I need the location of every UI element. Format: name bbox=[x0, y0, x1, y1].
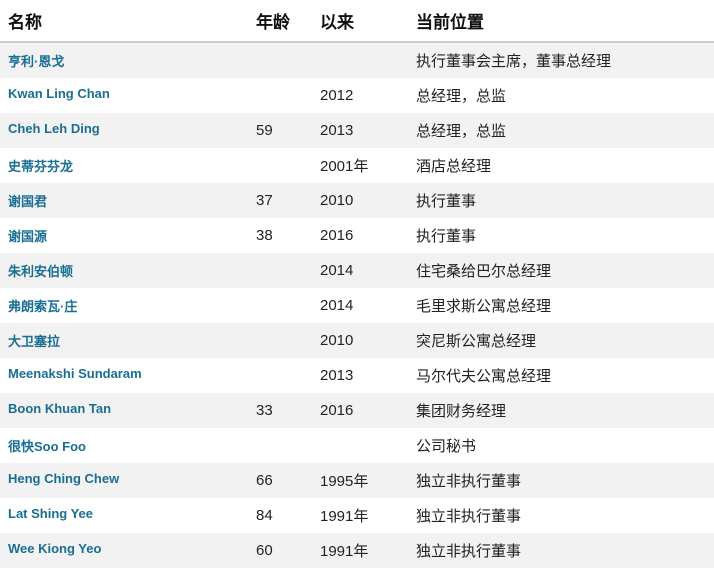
table-row: Heng Ching Chew 66 1995年 独立非执行董事 bbox=[0, 463, 714, 498]
since-cell: 2012 bbox=[320, 87, 354, 104]
age-cell: 33 bbox=[256, 402, 273, 419]
person-name-link[interactable]: 亨利·恩戈 bbox=[8, 54, 65, 69]
person-name-link[interactable]: Boon Khuan Tan bbox=[8, 401, 112, 416]
table-row: 谢国君 37 2010 执行董事 bbox=[0, 183, 714, 218]
table-row: 谢国源 38 2016 执行董事 bbox=[0, 218, 714, 253]
person-name-link[interactable]: Heng Ching Chew bbox=[8, 471, 120, 486]
table-row: 很快Soo Foo 公司秘书 bbox=[0, 428, 714, 463]
person-name-link[interactable]: 大卫塞拉 bbox=[8, 334, 61, 349]
since-cell: 2001年 bbox=[320, 158, 369, 175]
since-cell: 2013 bbox=[320, 367, 354, 384]
age-cell: 59 bbox=[256, 122, 273, 139]
position-cell: 集团财务经理 bbox=[416, 403, 507, 420]
table-row: 史蒂芬芬龙 2001年 酒店总经理 bbox=[0, 148, 714, 183]
person-name-link[interactable]: 弗朗索瓦·庄 bbox=[8, 299, 78, 314]
person-name-link[interactable]: 很快Soo Foo bbox=[8, 439, 86, 454]
person-name-link[interactable]: Meenakshi Sundaram bbox=[8, 366, 142, 381]
table-row: Cheh Leh Ding 59 2013 总经理，总监 bbox=[0, 113, 714, 148]
position-cell: 公司秘书 bbox=[416, 438, 477, 455]
position-cell: 执行董事 bbox=[416, 228, 477, 245]
age-cell: 37 bbox=[256, 192, 273, 209]
age-cell bbox=[248, 253, 312, 288]
header-since: 以来 bbox=[312, 0, 408, 43]
since-cell bbox=[312, 42, 408, 78]
table-row: 大卫塞拉 2010 突尼斯公寓总经理 bbox=[0, 323, 714, 358]
since-cell: 2014 bbox=[320, 297, 354, 314]
since-cell: 2016 bbox=[320, 227, 354, 244]
since-cell: 1991年 bbox=[320, 543, 369, 560]
position-cell: 独立非执行董事 bbox=[416, 543, 522, 560]
age-cell bbox=[248, 358, 312, 393]
since-cell: 1991年 bbox=[320, 508, 369, 525]
since-cell: 2016 bbox=[320, 402, 354, 419]
since-cell: 1995年 bbox=[320, 473, 369, 490]
position-cell: 执行董事会主席，董事总经理 bbox=[416, 53, 612, 70]
since-cell: 2010 bbox=[320, 332, 354, 349]
age-cell bbox=[248, 323, 312, 358]
position-cell: 总经理，总监 bbox=[416, 123, 507, 140]
age-cell bbox=[248, 78, 312, 113]
table-row: Wee Kiong Yeo 60 1991年 独立非执行董事 bbox=[0, 533, 714, 568]
since-cell: 2013 bbox=[320, 122, 354, 139]
header-age: 年龄 bbox=[248, 0, 312, 43]
position-cell: 独立非执行董事 bbox=[416, 473, 522, 490]
table-row: Lat Shing Yee 84 1991年 独立非执行董事 bbox=[0, 498, 714, 533]
position-cell: 酒店总经理 bbox=[416, 158, 492, 175]
age-cell bbox=[248, 288, 312, 323]
table-row: Meenakshi Sundaram 2013 马尔代夫公寓总经理 bbox=[0, 358, 714, 393]
table-row: 朱利安伯顿 2014 住宅桑给巴尔总经理 bbox=[0, 253, 714, 288]
header-position: 当前位置 bbox=[408, 0, 714, 43]
age-cell: 60 bbox=[256, 542, 273, 559]
person-name-link[interactable]: Cheh Leh Ding bbox=[8, 121, 100, 136]
position-cell: 独立非执行董事 bbox=[416, 508, 522, 525]
person-name-link[interactable]: Lat Shing Yee bbox=[8, 506, 94, 521]
table-row: 亨利·恩戈 执行董事会主席，董事总经理 bbox=[0, 42, 714, 78]
person-name-link[interactable]: 史蒂芬芬龙 bbox=[8, 159, 74, 174]
age-cell bbox=[248, 428, 312, 463]
age-cell: 38 bbox=[256, 227, 273, 244]
position-cell: 总经理，总监 bbox=[416, 88, 507, 105]
age-cell: 66 bbox=[256, 472, 273, 489]
since-cell: 2014 bbox=[320, 262, 354, 279]
age-cell: 84 bbox=[256, 507, 273, 524]
table-row: Kwan Ling Chan 2012 总经理，总监 bbox=[0, 78, 714, 113]
person-name-link[interactable]: 谢国源 bbox=[8, 229, 48, 244]
position-cell: 毛里求斯公寓总经理 bbox=[416, 298, 552, 315]
position-cell: 执行董事 bbox=[416, 193, 477, 210]
position-cell: 突尼斯公寓总经理 bbox=[416, 333, 537, 350]
since-cell bbox=[312, 428, 408, 463]
age-cell bbox=[248, 148, 312, 183]
person-name-link[interactable]: 谢国君 bbox=[8, 194, 48, 209]
header-name: 名称 bbox=[0, 0, 248, 43]
since-cell: 2010 bbox=[320, 192, 354, 209]
person-name-link[interactable]: Kwan Ling Chan bbox=[8, 86, 110, 101]
person-name-link[interactable]: 朱利安伯顿 bbox=[8, 264, 74, 279]
table-row: 弗朗索瓦·庄 2014 毛里求斯公寓总经理 bbox=[0, 288, 714, 323]
person-name-link[interactable]: Wee Kiong Yeo bbox=[8, 541, 102, 556]
position-cell: 住宅桑给巴尔总经理 bbox=[416, 263, 552, 280]
position-cell: 马尔代夫公寓总经理 bbox=[416, 368, 552, 385]
table-row: Boon Khuan Tan 33 2016 集团财务经理 bbox=[0, 393, 714, 428]
age-cell bbox=[248, 42, 312, 78]
table-header: 名称 年龄 以来 当前位置 bbox=[0, 0, 714, 43]
